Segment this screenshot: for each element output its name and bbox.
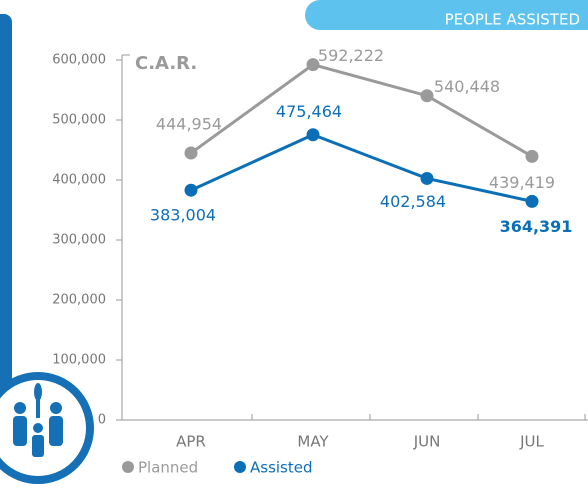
marker bbox=[306, 58, 320, 72]
y-tick-label: 100,000 bbox=[52, 353, 106, 368]
x-tick-label: APR bbox=[176, 433, 206, 451]
line bbox=[190, 133, 533, 203]
legend-label: Planned bbox=[138, 459, 198, 477]
marker bbox=[184, 146, 198, 160]
chart-subtitle: C.A.R. bbox=[135, 53, 197, 74]
logo bbox=[0, 372, 94, 484]
data-label: 540,448 bbox=[434, 77, 500, 96]
y-tick-label: 400,000 bbox=[52, 173, 106, 188]
legend-marker bbox=[234, 461, 246, 473]
y-tick-label: 500,000 bbox=[52, 113, 106, 128]
y-tick-label: 0 bbox=[98, 413, 106, 428]
chart-title: PEOPLE ASSISTED bbox=[445, 11, 580, 29]
data-label: 444,954 bbox=[156, 115, 222, 134]
legend-marker bbox=[122, 461, 134, 473]
data-label: 383,004 bbox=[150, 206, 216, 225]
marker bbox=[420, 171, 434, 185]
line bbox=[190, 63, 533, 158]
marker bbox=[525, 194, 539, 208]
x-tick-label: MAY bbox=[297, 433, 329, 451]
legend-label: Assisted bbox=[250, 459, 313, 477]
data-label: 402,584 bbox=[380, 192, 446, 211]
marker bbox=[184, 183, 198, 197]
header-pill bbox=[305, 0, 588, 30]
y-tick-label: 300,000 bbox=[52, 233, 106, 248]
marker bbox=[525, 149, 539, 163]
data-label: 364,391 bbox=[500, 217, 573, 236]
x-tick-label: JUN bbox=[413, 433, 441, 451]
data-label: 439,419 bbox=[489, 173, 555, 192]
marker bbox=[306, 128, 320, 142]
data-label: 475,464 bbox=[276, 102, 342, 121]
marker bbox=[420, 89, 434, 103]
x-tick-label: JUL bbox=[519, 433, 544, 451]
y-tick-label: 200,000 bbox=[52, 293, 106, 308]
side-bar bbox=[0, 14, 12, 414]
y-tick-label: 600,000 bbox=[52, 53, 106, 68]
data-label: 592,222 bbox=[318, 46, 384, 65]
